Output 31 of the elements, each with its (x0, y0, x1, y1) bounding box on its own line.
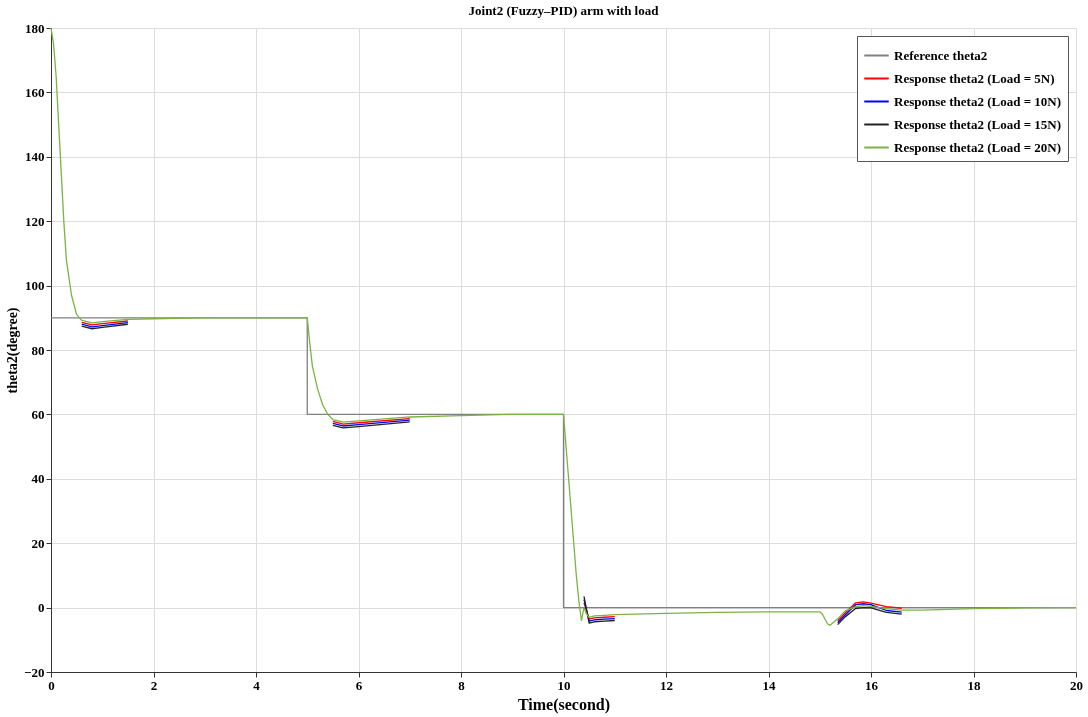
x-tick-label: 4 (253, 677, 261, 693)
y-tick-label: 0 (38, 600, 45, 616)
y-tick-label: 160 (25, 84, 45, 100)
y-tick-label: 60 (31, 406, 45, 422)
y-axis-title: theta2(degree) (5, 307, 22, 394)
x-tick-label: 8 (458, 677, 466, 693)
y-tick-label: 20 (31, 535, 45, 551)
legend-label: Response theta2 (Load = 10N) (894, 93, 1062, 109)
y-tick-label: 40 (31, 471, 45, 487)
y-tick-label: 140 (25, 149, 45, 165)
legend-label: Response theta2 (Load = 20N) (894, 139, 1062, 155)
x-axis-title: Time(second) (517, 695, 611, 714)
y-tick-label: 80 (31, 342, 45, 358)
y-tick-label: 180 (25, 20, 45, 36)
x-tick-label: 0 (48, 677, 55, 693)
x-tick-label: 20 (1070, 677, 1083, 693)
x-tick-label: 10 (557, 677, 571, 693)
y-tick-label: 100 (25, 278, 45, 294)
line-series (50, 27, 1077, 626)
y-tick-label: −20 (24, 664, 45, 680)
x-tick-label: 12 (660, 677, 673, 693)
y-tick-label: 120 (25, 213, 45, 229)
legend-label: Reference theta2 (894, 47, 988, 63)
legend-label: Response theta2 (Load = 5N) (894, 70, 1055, 86)
legend-label: Response theta2 (Load = 15N) (894, 116, 1062, 132)
x-tick-label: 18 (967, 677, 981, 693)
chart-title: Joint2 (Fuzzy–PID) arm with load (468, 3, 660, 18)
x-tick-label: 6 (355, 677, 363, 693)
x-tick-label: 14 (762, 677, 776, 693)
x-tick-label: 2 (150, 677, 158, 693)
x-tick-label: 16 (865, 677, 879, 693)
